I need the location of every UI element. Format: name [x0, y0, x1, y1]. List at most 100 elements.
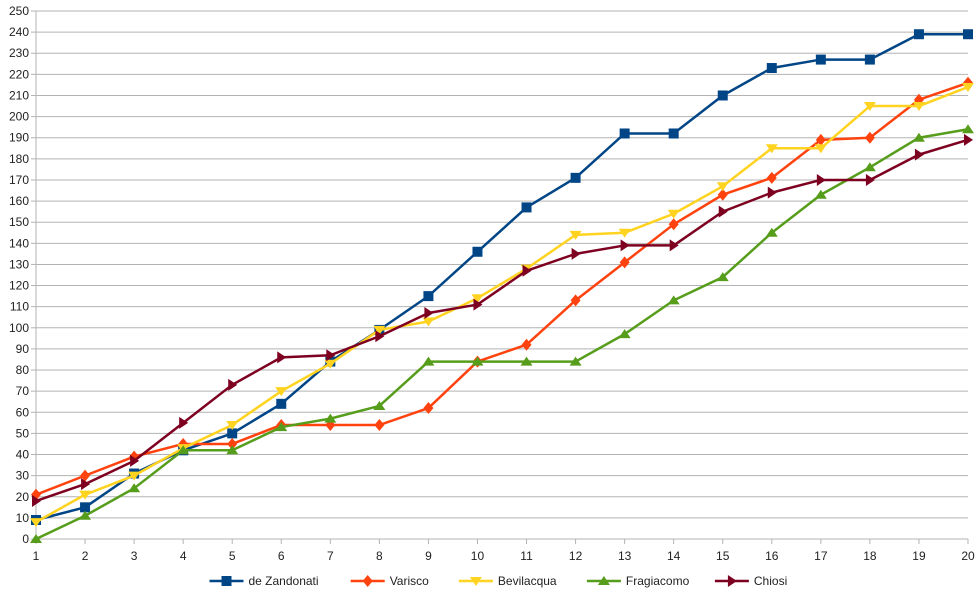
series-line-fragiacomo [35, 128, 969, 541]
x-tick-label: 7 [327, 549, 334, 563]
data-point-de-zandonati [472, 246, 483, 257]
x-tick-label: 16 [765, 549, 779, 563]
data-point-fragiacomo [226, 445, 239, 455]
data-point-bevilacqua [79, 490, 92, 500]
data-point-varisco [668, 218, 679, 231]
x-tick-label: 17 [814, 549, 828, 563]
data-point-fragiacomo [618, 329, 631, 339]
data-point-fragiacomo [962, 124, 974, 134]
data-point-varisco [570, 294, 581, 307]
data-point-de-zandonati [668, 128, 679, 139]
data-point-chiosi [277, 351, 287, 364]
data-point-bevilacqua [863, 102, 876, 112]
y-tick-label: 230 [9, 46, 29, 60]
data-point-chiosi [964, 133, 973, 146]
series-line-de-zandonati [35, 32, 968, 522]
data-point-bevilacqua [569, 230, 582, 240]
y-tick-label: 0 [22, 532, 29, 546]
legend-item-fragiacomo: Fragiacomo [586, 574, 690, 588]
data-point-de-zandonati [815, 54, 826, 65]
data-point-fragiacomo [471, 356, 484, 366]
legend-item-de-zandonati: de Zandonati [209, 574, 319, 588]
series-bevilacqua [30, 83, 974, 528]
series-group [30, 29, 974, 543]
x-tick-label: 3 [131, 549, 138, 563]
x-tick-label: 19 [912, 549, 926, 563]
x-tick-label: 12 [569, 549, 583, 563]
data-point-de-zandonati [80, 502, 91, 513]
y-tick-label: 30 [16, 469, 30, 483]
legend: de Zandonati Varisco Bevilacqua Fragiacomo C… [209, 574, 787, 588]
data-point-varisco [619, 256, 630, 269]
data-point-fragiacomo [520, 356, 533, 366]
data-point-fragiacomo [765, 227, 778, 237]
data-point-de-zandonati [276, 398, 287, 409]
data-point-fragiacomo [177, 445, 190, 455]
data-point-varisco [423, 402, 434, 415]
data-point-fragiacomo [912, 132, 925, 142]
data-point-bevilacqua [324, 359, 337, 369]
data-point-fragiacomo [79, 510, 92, 520]
data-point-chiosi [914, 148, 924, 161]
data-point-bevilacqua [30, 518, 42, 528]
data-point-chiosi [473, 298, 483, 311]
data-point-bevilacqua [275, 387, 288, 397]
series-chiosi [32, 133, 973, 507]
y-tick-label: 100 [9, 321, 29, 335]
y-tick-label: 130 [9, 257, 29, 271]
data-point-fragiacomo [324, 413, 337, 423]
data-point-de-zandonati [423, 291, 434, 302]
y-tick-label: 160 [9, 194, 29, 208]
data-point-bevilacqua [765, 144, 778, 154]
grid [35, 10, 968, 540]
x-tick-label: 1 [33, 549, 40, 563]
data-point-chiosi [228, 378, 238, 391]
legend-item-chiosi: Chiosi [714, 574, 787, 588]
data-point-varisco [717, 188, 728, 201]
x-tick-label: 18 [863, 549, 877, 563]
series-line-bevilacqua [35, 85, 969, 524]
y-tick-label: 180 [9, 152, 29, 166]
y-tick-label: 220 [9, 67, 29, 81]
data-point-bevilacqua [962, 83, 974, 93]
series-fragiacomo [30, 124, 974, 543]
x-tick-label: 2 [82, 549, 89, 563]
data-point-chiosi [571, 247, 581, 260]
x-tick-label: 11 [520, 549, 533, 563]
data-point-de-zandonati [913, 29, 924, 40]
data-point-chiosi [767, 186, 777, 199]
data-point-de-zandonati [717, 90, 728, 101]
data-point-bevilacqua [618, 228, 631, 238]
data-point-fragiacomo [373, 400, 386, 410]
legend-item-bevilacqua: Bevilacqua [458, 574, 557, 588]
data-point-bevilacqua [912, 102, 925, 112]
data-point-fragiacomo [569, 356, 582, 366]
x-tick-label: 8 [376, 549, 383, 563]
x-tick-label: 13 [618, 549, 632, 563]
data-point-chiosi [130, 454, 140, 467]
data-point-fragiacomo [422, 356, 435, 366]
x-tick-label: 15 [716, 549, 730, 563]
data-point-de-zandonati [227, 428, 238, 439]
x-tick-label: 9 [425, 549, 432, 563]
legend-label: de Zandonati [249, 574, 319, 588]
data-point-chiosi [81, 478, 91, 491]
x-tick-label: 5 [229, 549, 236, 563]
y-axis-ticks: 0 10 20 30 40 50 60 70 80 90 100 110 120 130 140 150 160… [9, 4, 36, 546]
series-de-zandonati [31, 29, 973, 525]
y-tick-label: 80 [16, 363, 30, 377]
legend-swatch-marker [221, 576, 232, 586]
y-tick-label: 50 [16, 426, 30, 440]
x-tick-label: 4 [180, 549, 187, 563]
y-tick-label: 240 [9, 25, 29, 39]
y-tick-label: 40 [16, 448, 30, 462]
data-point-fragiacomo [275, 422, 288, 432]
data-point-varisco [374, 418, 385, 431]
y-tick-label: 10 [16, 511, 30, 525]
legend-label: Fragiacomo [626, 574, 690, 588]
data-point-chiosi [669, 239, 679, 252]
y-tick-label: 70 [16, 384, 30, 398]
y-tick-label: 20 [16, 490, 30, 504]
data-point-chiosi [816, 173, 826, 186]
